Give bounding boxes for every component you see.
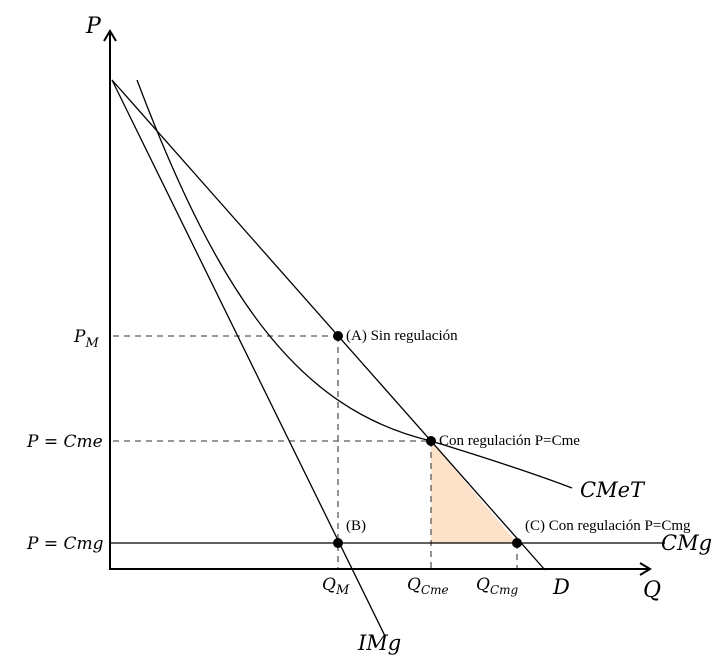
quantity-label-qm: QM <box>322 575 350 598</box>
point-c-dot <box>512 538 522 548</box>
quantity-label-qcme-main: Q <box>407 575 421 595</box>
y-axis-label: P <box>85 14 102 39</box>
quantity-label-qcmg-sub: Cmg <box>490 583 519 597</box>
marginal-cost-label: CMg <box>661 531 712 555</box>
x-axis-label: Q <box>643 578 661 603</box>
quantity-label-qm-sub: M <box>335 583 350 598</box>
price-label-cme: P = Cme <box>26 432 103 452</box>
quantity-label-qcmg: QCmg <box>476 575 518 597</box>
point-a-label: (A) Sin regulación <box>346 328 458 344</box>
price-label-pm-main: P <box>73 327 86 347</box>
demand-label: D <box>552 575 570 599</box>
point-a-dot <box>333 331 343 341</box>
price-label-cmg: P = Cmg <box>26 534 104 554</box>
quantity-label-qcme: QCme <box>407 575 449 597</box>
demand-curve <box>111 79 546 571</box>
quantity-label-qcmg-main: Q <box>476 575 490 595</box>
point-cme-dot <box>426 436 436 446</box>
price-label-pm: PM <box>73 327 99 351</box>
x-axis-arrow <box>639 562 652 576</box>
axes <box>103 29 652 576</box>
y-axis-arrow <box>103 29 117 42</box>
average-cost-curve <box>136 79 573 489</box>
point-cme-label: Con regulación P=Cme <box>439 433 580 449</box>
marginal-revenue-curve <box>111 79 386 637</box>
point-c-label: (C) Con regulación P=Cmg <box>525 518 691 534</box>
deadweight-loss-area <box>431 441 517 543</box>
point-b-dot <box>333 538 343 548</box>
price-label-pm-sub: M <box>84 336 99 351</box>
marginal-revenue-label: IMg <box>357 631 401 655</box>
point-b-label: (B) <box>346 518 366 534</box>
quantity-label-qm-main: Q <box>322 575 336 595</box>
points <box>333 331 522 548</box>
quantity-label-qcme-sub: Cme <box>421 583 449 597</box>
average-cost-label: CMeT <box>580 478 646 502</box>
